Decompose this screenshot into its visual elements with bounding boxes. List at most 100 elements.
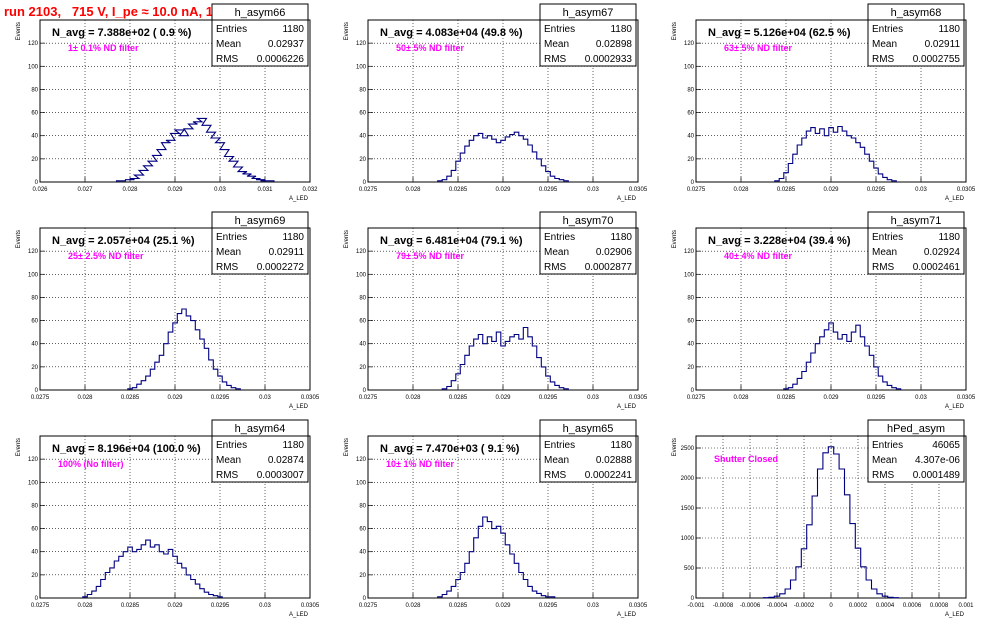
y-tick-label: 2500 [681, 446, 695, 452]
histogram-series-h_asym71 [783, 322, 902, 390]
y-tick-label: 0 [35, 180, 39, 186]
y-tick-label: 20 [31, 157, 38, 163]
filter-annotation: 63± 5% ND filter [724, 43, 792, 53]
y-tick-label: 100 [684, 64, 695, 70]
n-avg-label: N_avg = 6.481e+04 (79.1 %) [380, 235, 523, 247]
y-tick-label: 20 [687, 365, 694, 371]
x-tick-label: 0.0295 [867, 395, 886, 401]
y-tick-label: 0 [363, 180, 367, 186]
x-tick-label: 0.028 [733, 395, 749, 401]
x-tick-label: 0.0275 [31, 395, 50, 401]
stat-label-entries: Entries [216, 440, 247, 451]
x-tick-label: 0.0004 [876, 603, 895, 609]
x-tick-label: 0.0275 [687, 187, 706, 193]
x-axis-label: A_LED [945, 196, 965, 202]
stats-box [211, 19, 309, 67]
x-tick-label: 0 [829, 603, 833, 609]
y-tick-label: 120 [28, 457, 39, 463]
y-tick-label: 120 [28, 249, 39, 255]
stats-box [867, 435, 965, 483]
stat-label-mean: Mean [544, 455, 569, 466]
y-axis-label: Events [16, 438, 22, 456]
y-tick-label: 100 [356, 64, 367, 70]
stat-label-rms: RMS [544, 470, 567, 481]
stats-box [211, 435, 309, 483]
x-tick-label: 0.0285 [121, 395, 140, 401]
x-tick-label: 0.03 [587, 395, 599, 401]
x-axis-label: A_LED [617, 196, 637, 202]
stat-label-mean: Mean [216, 455, 241, 466]
y-tick-label: 40 [359, 342, 366, 348]
y-tick-label: 60 [31, 319, 38, 325]
x-tick-label: 0.029 [823, 395, 839, 401]
x-tick-label: 0.03 [214, 187, 226, 193]
y-axis-label: Events [16, 22, 22, 40]
stat-value-entries: 1180 [282, 232, 304, 243]
stat-value-rms: 0.0002461 [913, 262, 961, 273]
stat-label-rms: RMS [544, 262, 567, 273]
x-tick-label: 0.03 [915, 395, 927, 401]
x-tick-label: 0.0008 [930, 603, 949, 609]
x-axis-label: A_LED [617, 612, 637, 618]
y-tick-label: 60 [687, 111, 694, 117]
stat-value-rms: 0.0002755 [913, 54, 961, 65]
stats-box [867, 227, 965, 275]
histogram-series-h_asym64 [82, 539, 223, 598]
y-tick-label: 40 [687, 342, 694, 348]
filter-annotation: 50± 5% ND filter [396, 43, 464, 53]
histogram-series-h_asym65 [437, 516, 556, 598]
stat-value-entries: 1180 [610, 440, 632, 451]
stat-label-entries: Entries [216, 24, 247, 35]
x-tick-label: 0.028 [77, 395, 93, 401]
x-tick-label: 0.0305 [957, 395, 976, 401]
y-tick-label: 120 [356, 457, 367, 463]
y-tick-label: 100 [356, 272, 367, 278]
stat-label-entries: Entries [872, 232, 903, 243]
stat-label-mean: Mean [872, 455, 897, 466]
y-tick-label: 20 [359, 365, 366, 371]
x-tick-label: 0.0305 [629, 187, 648, 193]
histogram-panel-h_asym68: 0.0275 0.028 0.0285 0.029 0.0295 0.03 0.0305 0 2… [672, 3, 976, 202]
x-tick-label: 0.0295 [539, 187, 558, 193]
histogram-name: h_asym69 [235, 215, 286, 227]
stat-value-mean: 0.02906 [596, 247, 633, 258]
y-tick-label: 40 [31, 342, 38, 348]
histogram-series-h_asym66 [115, 117, 275, 182]
y-tick-label: 1000 [681, 536, 695, 542]
y-axis-label: Events [16, 230, 22, 248]
stat-value-entries: 1180 [938, 232, 960, 243]
stat-value-rms: 0.0003007 [257, 470, 305, 481]
stat-value-mean: 4.307e-06 [915, 455, 960, 466]
y-tick-label: 120 [28, 41, 39, 47]
stat-label-rms: RMS [872, 54, 895, 65]
y-tick-label: 0 [691, 180, 695, 186]
stat-value-entries: 1180 [282, 24, 304, 35]
y-tick-label: 100 [28, 64, 39, 70]
x-tick-label: 0.0275 [359, 603, 378, 609]
x-tick-label: 0.029 [167, 395, 183, 401]
stats-box [867, 19, 965, 67]
y-tick-label: 40 [31, 134, 38, 140]
stat-value-entries: 1180 [282, 440, 304, 451]
stat-label-entries: Entries [544, 24, 575, 35]
stat-label-entries: Entries [872, 440, 903, 451]
y-tick-label: 40 [359, 550, 366, 556]
histogram-name: h_asym64 [235, 423, 286, 435]
x-axis-label: A_LED [289, 196, 309, 202]
y-tick-label: 80 [31, 87, 38, 93]
histogram-series-h_asym68 [774, 125, 897, 182]
x-tick-label: -0.0006 [740, 603, 761, 609]
stat-value-mean: 0.02924 [924, 247, 961, 258]
y-axis-label: Events [344, 230, 350, 248]
x-tick-label: 0.0006 [903, 603, 922, 609]
y-tick-label: 0 [363, 388, 367, 394]
x-tick-label: 0.0295 [539, 603, 558, 609]
stat-value-rms: 0.0002933 [585, 54, 633, 65]
y-axis-label: Events [672, 230, 678, 248]
y-tick-label: 120 [684, 249, 695, 255]
stat-label-mean: Mean [544, 247, 569, 258]
y-tick-label: 0 [691, 596, 695, 602]
stat-label-rms: RMS [544, 54, 567, 65]
histogram-panel-hPed_asym: -0.001 -0.0008 -0.0006 -0.0004 -0.0002 0 0.000… [672, 419, 974, 618]
n-avg-label: N_avg = 5.126e+04 (62.5 %) [708, 27, 851, 39]
